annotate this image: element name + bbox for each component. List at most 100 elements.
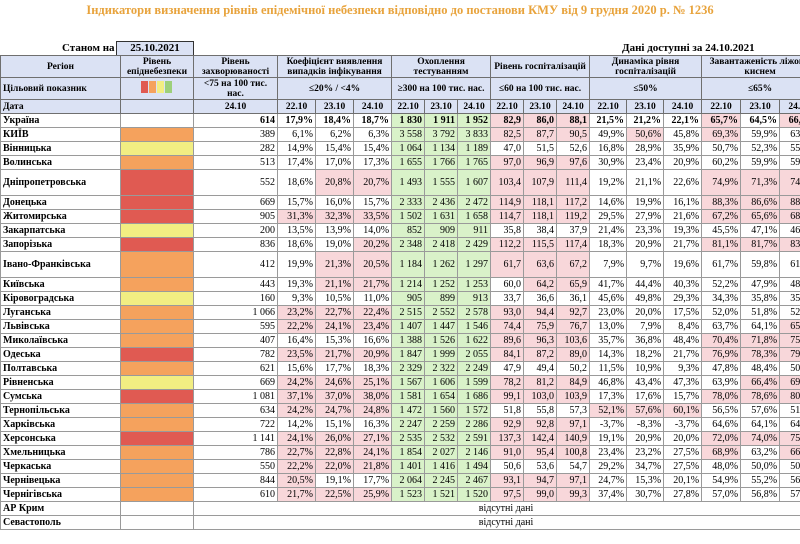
table-row-absent: Севастополь відсутні дані	[0, 515, 800, 530]
detection-value: 20,9%	[352, 347, 393, 362]
hosp-date-3: 24.10	[556, 99, 591, 114]
detection-value: 20,2%	[352, 237, 393, 252]
hosp-value: 51,8	[490, 403, 525, 418]
hosp-value: 60,0	[490, 277, 525, 292]
testing-value: 1 622	[457, 333, 492, 348]
testing-value: 1 766	[424, 155, 459, 170]
hosp-value: 119,2	[556, 209, 591, 224]
dynamics-value: 23,2%	[626, 445, 665, 460]
region-name: Україна	[0, 113, 121, 128]
dynamics-value: 49,9%	[589, 127, 628, 142]
level-indicator	[120, 251, 194, 278]
table-row: Житомирська 905 31,3% 32,3% 33,5% 1 502 1 631 1…	[0, 209, 800, 224]
dyn-date-2: 23.10	[626, 99, 665, 114]
testing-value: 1 407	[391, 319, 426, 334]
detection-value: 18,6%	[277, 237, 316, 252]
testing-value: 1 654	[424, 389, 459, 404]
testing-value: 3 792	[424, 127, 459, 142]
level-indicator	[120, 375, 194, 390]
testing-value: 1 252	[424, 277, 459, 292]
dynamics-value: 30,9%	[589, 155, 628, 170]
incidence-value: 552	[193, 169, 278, 196]
incidence-value: 621	[193, 361, 278, 376]
incidence-value: 1 081	[193, 389, 278, 404]
detection-value: 21,8%	[352, 459, 393, 474]
region-name: Севастополь	[0, 515, 121, 530]
testing-value: 2 429	[457, 237, 492, 252]
incidence-value: 634	[193, 403, 278, 418]
dynamics-value: 44,4%	[626, 277, 665, 292]
testing-value: 1 952	[457, 113, 492, 128]
dynamics-value: 23,0%	[589, 305, 628, 320]
level-indicator	[120, 141, 194, 156]
beds-value: 78,6%	[740, 389, 781, 404]
detection-value: 16,4%	[277, 333, 316, 348]
beds-value: 72,0%	[701, 431, 742, 446]
detection-value: 19,1%	[315, 473, 354, 488]
beds-value: 66,0%	[779, 113, 800, 128]
table-row: Сумська 1 081 37,1% 37,0% 38,0% 1 581 1 654 1 6…	[0, 389, 800, 404]
detection-value: 14,0%	[352, 223, 393, 238]
hosp-value: 88,1	[556, 113, 591, 128]
detection-value: 38,0%	[352, 389, 393, 404]
hosp-value: 137,3	[490, 431, 525, 446]
beds-value: 50,1%	[779, 361, 800, 376]
dynamics-value: 18,3%	[589, 237, 628, 252]
table-row: Україна 614 17,9% 18,4% 18,7% 1 830 1 911 1 952…	[0, 113, 800, 128]
table-row: Чернігівська 610 21,7% 22,5% 25,9% 1 523 1 521…	[0, 487, 800, 502]
absent-data-cell: відсутні дані	[192, 501, 800, 516]
testing-value: 1 520	[457, 487, 492, 502]
beds-value: 78,0%	[701, 389, 742, 404]
testing-value: 1 447	[424, 319, 459, 334]
level-indicator	[120, 431, 194, 446]
detection-value: 13,5%	[277, 223, 316, 238]
level-indicator	[120, 291, 194, 306]
hosp-value: 142,4	[523, 431, 558, 446]
hosp-value: 37,9	[556, 223, 591, 238]
test-date-2: 23.10	[424, 99, 459, 114]
region-name: Хмельницька	[0, 445, 121, 460]
level-indicator	[120, 417, 194, 432]
detection-value: 22,7%	[315, 305, 354, 320]
hosp-value: 81,2	[523, 375, 558, 390]
testing-value: 1 606	[424, 375, 459, 390]
region-name: Закарпатська	[0, 223, 121, 238]
beds-value: 70,4%	[701, 333, 742, 348]
testing-value: 1 493	[391, 169, 426, 196]
detection-value: 27,1%	[352, 431, 393, 446]
beds-value: 64,8%	[779, 417, 800, 432]
hosp-value: 76,7	[556, 319, 591, 334]
dynamics-value: 45,8%	[663, 127, 703, 142]
beds-value: 51,8%	[779, 403, 800, 418]
detection-value: 9,3%	[277, 291, 316, 306]
level-indicator	[120, 155, 194, 170]
legend-yellow-swatch	[157, 81, 164, 93]
testing-value: 2 322	[424, 361, 459, 376]
hosp-value: 91,0	[490, 445, 525, 460]
beds-value: 59,9%	[740, 127, 781, 142]
detection-value: 37,0%	[315, 389, 354, 404]
region-name: Вінницька	[0, 141, 121, 156]
table-row: Чернівецька 844 20,5% 19,1% 17,7% 2 064 2 245 2…	[0, 473, 800, 488]
hosp-value: 89,0	[556, 347, 591, 362]
data-available-label: Дані доступні за 24.10.2021	[622, 42, 755, 54]
dynamics-value: 43,4%	[626, 375, 665, 390]
detection-value: 15,1%	[315, 417, 354, 432]
beds-value: 75,1%	[779, 431, 800, 446]
beds-value: 69,3%	[701, 127, 742, 142]
testing-target: ≥300 на 100 тис. нас.	[391, 77, 492, 100]
dynamics-value: 20,9%	[626, 237, 665, 252]
detection-value: 21,3%	[315, 251, 354, 278]
testing-value: 2 532	[424, 431, 459, 446]
dynamics-value: 19,9%	[626, 195, 665, 210]
hosp-value: 84,1	[490, 347, 525, 362]
hosp-value: 99,3	[556, 487, 591, 502]
incidence-value: 389	[193, 127, 278, 142]
table-row: Івано-Франківська 412 19,9% 21,3% 20,5% 1 184…	[0, 251, 800, 278]
detection-value: 16,3%	[352, 417, 393, 432]
incidence-value: 905	[193, 209, 278, 224]
dynamics-value: 22,6%	[663, 169, 703, 196]
hosp-value: 93,0	[490, 305, 525, 320]
detection-value: 15,7%	[277, 195, 316, 210]
testing-value: 1 184	[391, 251, 426, 278]
